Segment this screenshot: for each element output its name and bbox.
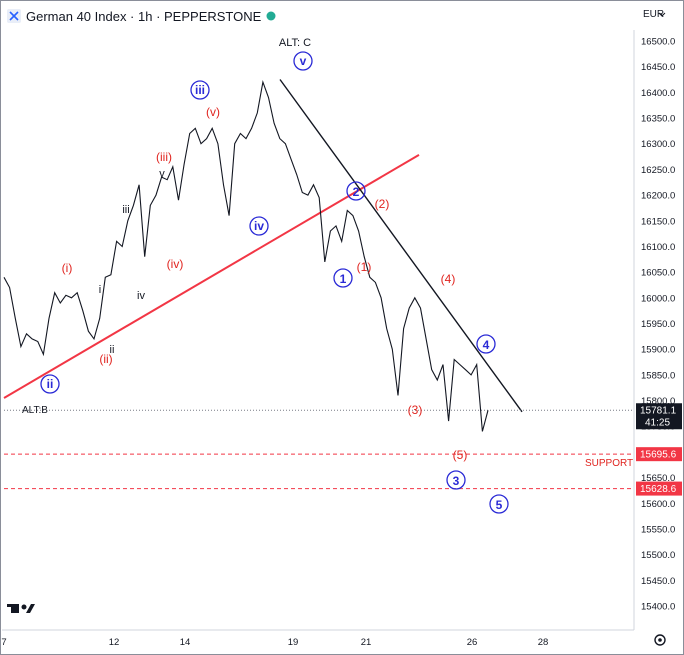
wave-blue-5: 5: [489, 494, 509, 514]
svg-text:ii: ii: [47, 377, 54, 391]
support-label: SUPPORT: [585, 458, 633, 469]
trendline-resistance-black[interactable]: [279, 79, 523, 413]
time-tick-label: 28: [538, 637, 549, 648]
price-tick-label: 16350.0: [641, 114, 675, 125]
price-tick-label: 16500.0: [641, 37, 675, 48]
svg-text:iv: iv: [254, 219, 264, 233]
time-axis[interactable]: 7 12 14 19 21 26 28: [1, 629, 634, 648]
wave-red-iv: (iv): [167, 257, 184, 271]
chevron-down-icon: [658, 12, 666, 17]
time-tick-label: 19: [288, 637, 299, 648]
wave-black-ii: ii: [110, 344, 115, 356]
svg-text:v: v: [300, 54, 307, 68]
settings-gear-icon[interactable]: [654, 634, 666, 646]
wave-black-i: i: [99, 284, 101, 296]
wave-red-i: (i): [62, 261, 73, 275]
price-tick-label: 16150.0: [641, 216, 675, 227]
trendline-support-red[interactable]: [3, 154, 420, 399]
price-tick-label: 16000.0: [641, 293, 675, 304]
svg-text:2: 2: [353, 185, 360, 199]
wave-blue-v: v: [293, 51, 313, 71]
svg-text:1: 1: [340, 272, 347, 286]
alt-c-label: ALT: C: [279, 37, 311, 49]
header: German 40 Index · 1h · PEPPERSTONE EUR: [7, 9, 666, 24]
time-tick-label: 14: [180, 637, 191, 648]
support-upper-tag: 15695.6: [636, 447, 682, 462]
wave-blue-2: 2: [346, 181, 366, 201]
wave-blue-4: 4: [476, 334, 496, 354]
currency-label[interactable]: EUR: [643, 9, 664, 20]
wave-red-4: (4): [441, 272, 456, 286]
price-tick-label: 15500.0: [641, 550, 675, 561]
wave-blue-iii: iii: [190, 80, 210, 100]
alt-b-label: ALT:B: [22, 405, 48, 416]
wave-blue-3: 3: [446, 470, 466, 490]
current-price-tag: 15781.1 41:25: [636, 403, 682, 430]
price-series-line: [3, 80, 489, 432]
chart-title: German 40 Index · 1h · PEPPERSTONE: [26, 9, 262, 24]
price-tick-label: 16100.0: [641, 242, 675, 253]
svg-text:41:25: 41:25: [645, 417, 670, 428]
wave-black-iii: iii: [122, 204, 129, 216]
price-tick-label: 15800.0: [641, 396, 675, 407]
price-tick-label: 16300.0: [641, 139, 675, 150]
close-icon[interactable]: [7, 9, 21, 23]
wave-red-iii: (iii): [156, 150, 172, 164]
svg-text:15695.6: 15695.6: [640, 450, 677, 461]
wave-blue-iv: iv: [249, 216, 269, 236]
market-status-dot: [266, 11, 276, 21]
price-tick-label: 15600.0: [641, 499, 675, 510]
time-tick-label: 26: [467, 637, 478, 648]
wave-red-v: (v): [206, 105, 220, 119]
wave-red-3: (3): [408, 403, 423, 417]
price-tick-label: 16450.0: [641, 62, 675, 73]
wave-labels: ALT: C ALT:B SUPPORT ii iii iv v 1 2: [22, 37, 633, 514]
wave-red-1: (1): [357, 260, 372, 274]
wave-red-2: (2): [375, 197, 390, 211]
price-tick-label: 16250.0: [641, 165, 675, 176]
price-tick-label: 16200.0: [641, 191, 675, 202]
time-tick-label: 7: [1, 637, 6, 648]
tradingview-logo: [7, 604, 35, 613]
price-tick-label: 15850.0: [641, 370, 675, 381]
support-lower-tag: 15628.6: [636, 481, 682, 496]
price-tick-label: 15400.0: [641, 602, 675, 613]
svg-text:15628.6: 15628.6: [640, 484, 677, 495]
price-tick-label: 15900.0: [641, 345, 675, 356]
price-tick-label: 16050.0: [641, 268, 675, 279]
svg-text:4: 4: [483, 338, 490, 352]
svg-text:3: 3: [453, 474, 460, 488]
wave-black-iv: iv: [137, 290, 145, 302]
wave-blue-1: 1: [333, 268, 353, 288]
price-tick-label: 15550.0: [641, 524, 675, 535]
price-scale[interactable]: 16500.0 16450.0 16400.0 16350.0 16300.0 16250…: [633, 30, 682, 630]
price-tick-label: 15450.0: [641, 576, 675, 587]
wave-blue-ii: ii: [40, 374, 60, 394]
svg-text:15781.1: 15781.1: [640, 405, 677, 416]
plot-area[interactable]: [3, 79, 632, 490]
wave-red-ii: (ii): [99, 352, 112, 366]
price-tick-label: 15950.0: [641, 319, 675, 330]
time-tick-label: 12: [109, 637, 120, 648]
wave-red-5: (5): [453, 448, 468, 462]
price-tick-label: 16400.0: [641, 88, 675, 99]
time-tick-label: 21: [361, 637, 372, 648]
wave-black-v: v: [159, 168, 165, 180]
svg-text:5: 5: [496, 498, 503, 512]
price-tick-label: 15650.0: [641, 473, 675, 484]
svg-text:iii: iii: [195, 83, 205, 97]
